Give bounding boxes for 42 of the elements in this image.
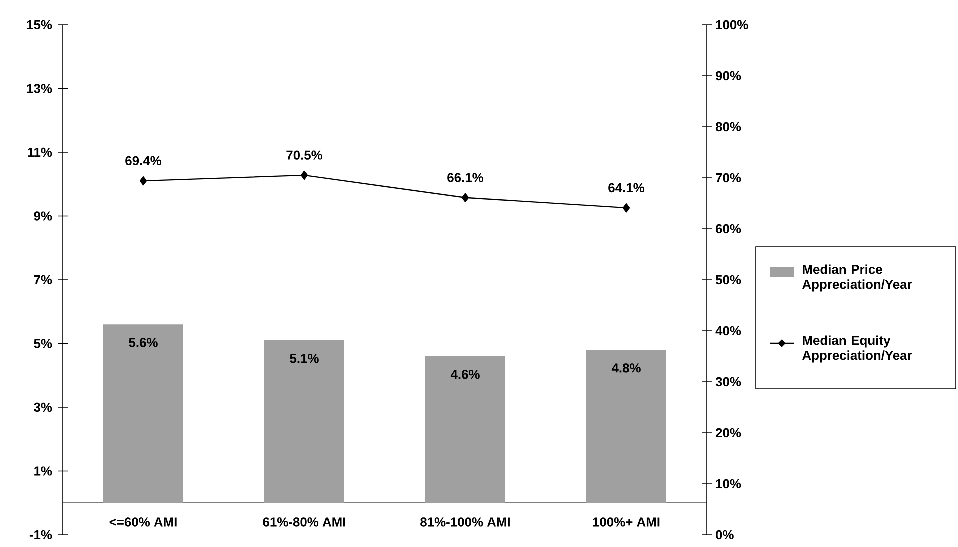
y2-tick-label: 0% <box>716 530 734 540</box>
x-tick-label: 61%-80% AMI <box>263 518 346 527</box>
point <box>300 170 308 180</box>
y2-tick-label: 30% <box>716 377 742 387</box>
data-label: 64.1% <box>608 183 645 193</box>
x-tick-label: <=60% AMI <box>110 518 177 527</box>
y2-tick-label: 40% <box>716 326 742 336</box>
y-tick-label: 11% <box>28 148 52 158</box>
point <box>140 176 148 186</box>
y2-tick-label: 100% <box>716 20 748 30</box>
x-tick-label: 100%+ AMI <box>593 518 660 527</box>
y2-tick-label: 90% <box>716 71 742 81</box>
y-tick-label: 7% <box>34 275 52 285</box>
y2-tick-label: 70% <box>716 173 742 183</box>
y-tick-label: 1% <box>34 466 52 476</box>
data-label: 70.5% <box>286 150 323 160</box>
data-label: 4.8% <box>612 364 641 373</box>
legend-label: Median Equity Appreciation/Year <box>802 336 912 363</box>
y-tick-label: 3% <box>34 402 52 412</box>
y-tick-label: 5% <box>34 339 52 348</box>
data-label: 69.4% <box>126 156 162 166</box>
point <box>622 203 630 213</box>
y-tick-label: -1% <box>30 530 52 540</box>
y2-tick-label: 20% <box>716 428 742 438</box>
y-tick-label: 9% <box>34 212 52 221</box>
data-label: 5.1% <box>290 354 319 364</box>
y-tick-label: 13% <box>27 84 52 94</box>
data-label: 5.6% <box>129 338 158 348</box>
bar <box>104 324 184 504</box>
bar <box>586 350 667 504</box>
y2-tick-label: 60% <box>716 224 742 234</box>
bar <box>264 340 345 504</box>
y2-tick-label: 50% <box>716 275 742 285</box>
y2-tick-label: 80% <box>716 122 742 132</box>
legend-label: Median Price Appreciation/Year <box>802 264 912 292</box>
bar <box>426 356 506 504</box>
point <box>462 193 470 202</box>
y2-tick-label: 10% <box>716 479 742 489</box>
data-label: 66.1% <box>448 173 484 182</box>
y-tick-label: 15% <box>27 20 52 30</box>
x-tick-label: 81%-100% AMI <box>420 518 510 527</box>
data-label: 4.6% <box>450 370 480 380</box>
